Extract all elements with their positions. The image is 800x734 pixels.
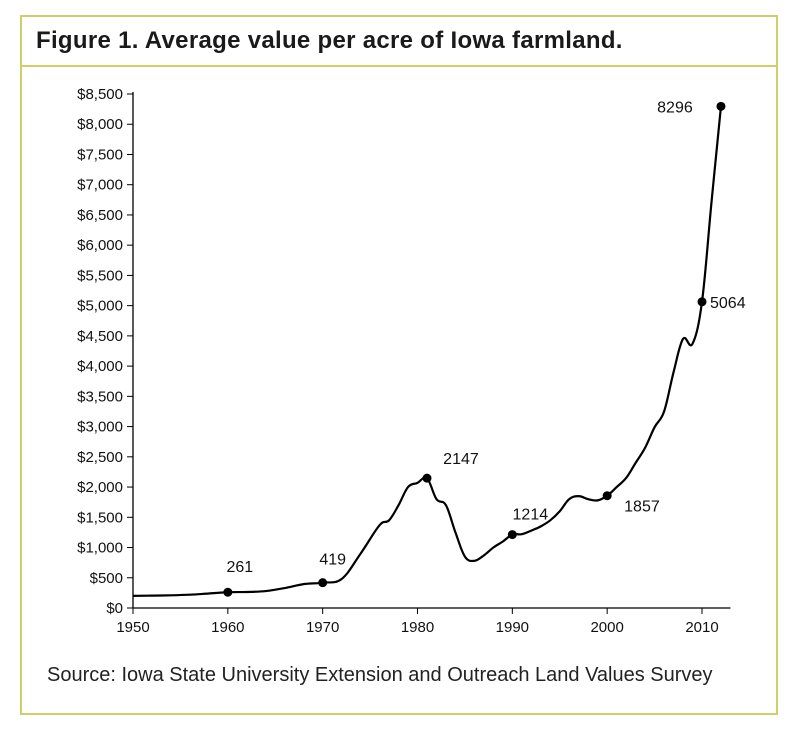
x-tick-label: 2010 [685, 619, 718, 636]
data-point [422, 473, 432, 483]
data-label: 419 [319, 552, 346, 569]
data-label: 261 [226, 559, 253, 576]
chart-axes [132, 92, 731, 609]
data-label: 1214 [513, 507, 549, 524]
data-label: 5064 [710, 295, 746, 312]
figure-title: Figure 1. Average value per acre of Iowa… [36, 27, 623, 54]
x-tick-label: 2000 [590, 619, 623, 636]
data-point [602, 491, 612, 501]
y-tick-label: $4,000 [77, 358, 123, 375]
y-tick-label: $2,000 [77, 479, 123, 496]
y-tick-label: $6,500 [77, 207, 123, 224]
y-axis: $0 $500 $1,000 $1,500 $2,000 $2,500 $3,000 $3,5… [77, 86, 133, 617]
data-point [318, 578, 328, 588]
data-point [697, 297, 707, 307]
x-tick-label: 1980 [401, 619, 434, 636]
data-label: 8296 [657, 99, 693, 116]
y-tick-label: $8,000 [77, 116, 123, 133]
y-tick-label: $8,500 [77, 86, 123, 103]
figure-frame: Figure 1. Average value per acre of Iowa… [20, 15, 778, 715]
series-line [132, 106, 723, 598]
y-tick-label: $3,000 [77, 419, 123, 436]
y-tick-label: $3,500 [77, 388, 123, 405]
data-point [223, 587, 233, 597]
y-tick-label: $6,000 [77, 237, 123, 254]
data-label: 1857 [624, 499, 660, 516]
series-group [132, 106, 723, 598]
x-tick-label: 1970 [306, 619, 339, 636]
highlight-points: 261 419 2147 1214 1857 5064 8296 [223, 99, 746, 597]
data-point [716, 101, 726, 111]
source-note: Source: Iowa State University Extension … [47, 664, 713, 686]
y-tick-label: $7,500 [77, 146, 123, 163]
data-label: 2147 [443, 451, 479, 468]
data-point [507, 530, 517, 540]
y-tick-label: $5,500 [77, 267, 123, 284]
y-tick-label: $7,000 [77, 177, 123, 194]
x-tick-label: 1950 [116, 619, 149, 636]
x-tick-label: 1990 [496, 619, 529, 636]
x-axis: 1950 1960 1970 1980 1990 2000 2010 [116, 608, 719, 636]
y-tick-label: $500 [90, 570, 123, 587]
y-tick-label: $0 [106, 600, 123, 617]
y-tick-label: $4,500 [77, 328, 123, 345]
x-tick-label: 1960 [211, 619, 244, 636]
y-tick-label: $5,000 [77, 298, 123, 315]
title-bar: Figure 1. Average value per acre of Iowa… [22, 17, 776, 67]
y-tick-label: $1,500 [77, 509, 123, 526]
y-tick-label: $1,000 [77, 540, 123, 557]
y-tick-label: $2,500 [77, 449, 123, 466]
